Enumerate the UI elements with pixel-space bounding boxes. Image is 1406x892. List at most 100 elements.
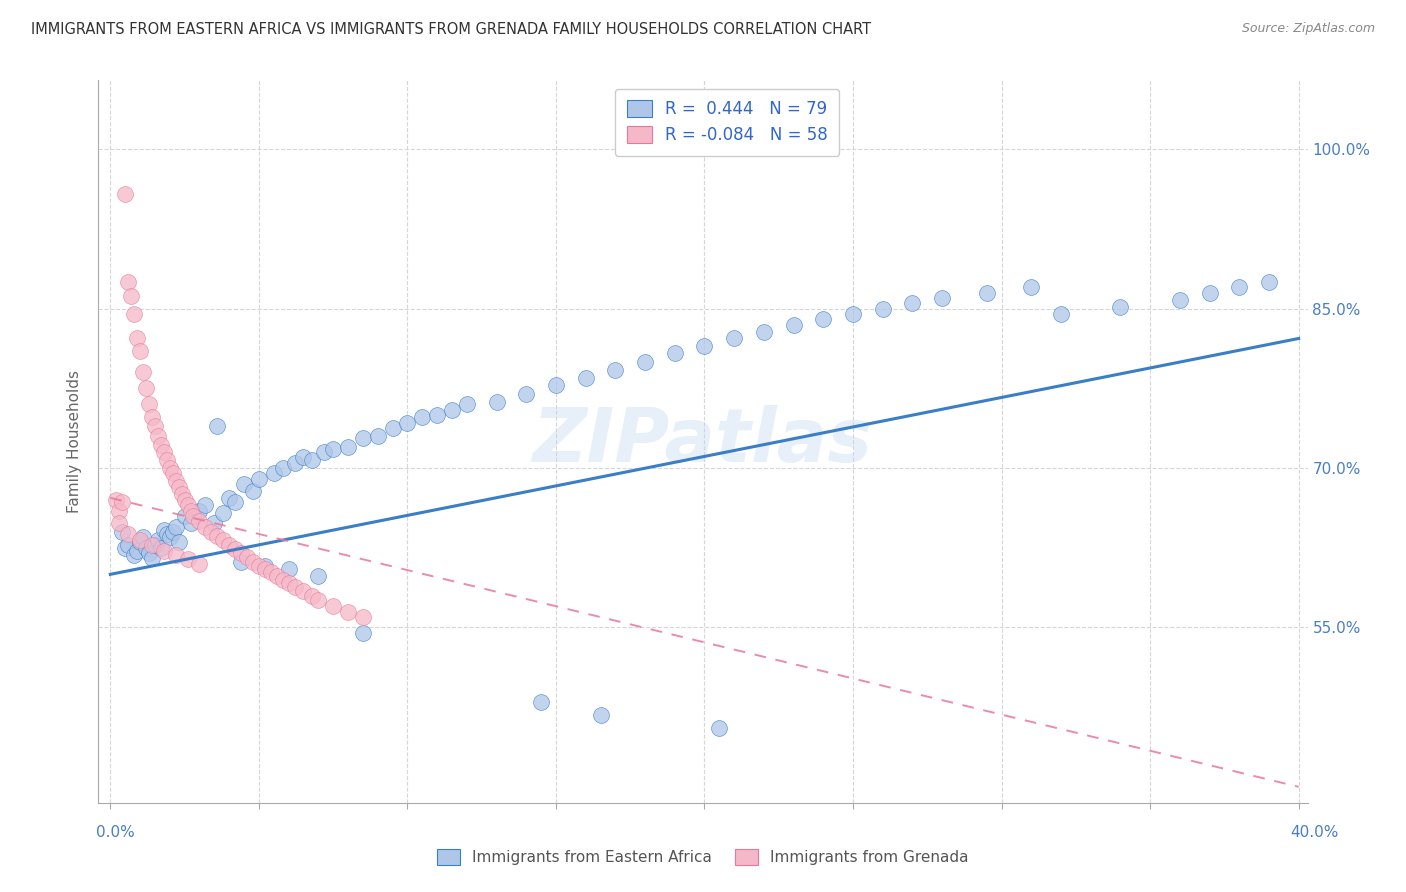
Point: [544, 378, 567, 392]
Point: [367, 429, 389, 443]
Point: [176, 552, 198, 566]
Point: [253, 562, 276, 576]
Point: [141, 538, 163, 552]
Point: [207, 418, 229, 433]
Point: [132, 366, 155, 380]
Point: [152, 523, 174, 537]
Point: [152, 544, 174, 558]
Point: [162, 524, 184, 539]
Point: [1050, 307, 1073, 321]
Point: [122, 548, 145, 562]
Point: [173, 508, 195, 523]
Point: [872, 301, 894, 316]
Point: [105, 493, 128, 508]
Point: [173, 493, 195, 508]
Point: [236, 550, 259, 565]
Text: IMMIGRANTS FROM EASTERN AFRICA VS IMMIGRANTS FROM GRENADA FAMILY HOUSEHOLDS CORR: IMMIGRANTS FROM EASTERN AFRICA VS IMMIGR…: [31, 22, 872, 37]
Point: [605, 363, 627, 377]
Point: [709, 722, 731, 736]
Point: [693, 339, 716, 353]
Point: [813, 312, 835, 326]
Text: Source: ZipAtlas.com: Source: ZipAtlas.com: [1241, 22, 1375, 36]
Point: [901, 296, 924, 310]
Point: [307, 592, 329, 607]
Point: [212, 506, 235, 520]
Point: [271, 461, 294, 475]
Point: [125, 544, 148, 558]
Point: [194, 498, 217, 512]
Point: [108, 503, 131, 517]
Point: [575, 371, 598, 385]
Point: [149, 438, 172, 452]
Point: [207, 529, 229, 543]
Point: [440, 402, 463, 417]
Point: [1198, 285, 1220, 300]
Point: [352, 431, 374, 445]
Point: [266, 569, 288, 583]
Point: [292, 450, 315, 465]
Point: [381, 421, 404, 435]
Text: 40.0%: 40.0%: [1291, 825, 1339, 840]
Point: [752, 325, 775, 339]
Point: [336, 440, 359, 454]
Point: [159, 461, 181, 475]
Point: [194, 519, 217, 533]
Point: [1168, 293, 1191, 308]
Point: [165, 519, 187, 533]
Point: [307, 569, 329, 583]
Point: [188, 557, 211, 571]
Point: [426, 408, 449, 422]
Point: [247, 472, 270, 486]
Point: [1227, 280, 1250, 294]
Point: [165, 474, 187, 488]
Point: [188, 514, 211, 528]
Point: [283, 580, 305, 594]
Point: [141, 410, 163, 425]
Point: [456, 397, 478, 411]
Point: [314, 445, 336, 459]
Point: [283, 456, 305, 470]
Point: [247, 558, 270, 573]
Legend: Immigrants from Eastern Africa, Immigrants from Grenada: Immigrants from Eastern Africa, Immigran…: [432, 843, 974, 871]
Point: [114, 186, 136, 201]
Point: [530, 695, 553, 709]
Point: [1258, 275, 1281, 289]
Point: [132, 530, 155, 544]
Point: [114, 541, 136, 555]
Point: [485, 395, 508, 409]
Point: [135, 541, 157, 555]
Point: [242, 555, 264, 569]
Point: [976, 285, 998, 300]
Point: [229, 555, 252, 569]
Point: [143, 418, 166, 433]
Y-axis label: Family Households: Family Households: [67, 370, 83, 513]
Point: [218, 491, 240, 505]
Point: [589, 707, 612, 722]
Point: [277, 575, 299, 590]
Point: [336, 605, 359, 619]
Point: [129, 535, 152, 549]
Point: [782, 318, 804, 332]
Point: [117, 275, 139, 289]
Point: [152, 445, 174, 459]
Point: [229, 546, 252, 560]
Point: [138, 397, 160, 411]
Point: [931, 291, 953, 305]
Point: [664, 346, 686, 360]
Point: [277, 562, 299, 576]
Point: [183, 508, 205, 523]
Point: [260, 566, 283, 580]
Point: [180, 516, 202, 531]
Point: [634, 355, 657, 369]
Point: [200, 524, 222, 539]
Point: [515, 386, 537, 401]
Point: [352, 625, 374, 640]
Point: [122, 307, 145, 321]
Point: [176, 498, 198, 512]
Point: [170, 486, 193, 500]
Point: [156, 452, 179, 467]
Point: [301, 452, 323, 467]
Point: [146, 533, 169, 548]
Point: [396, 417, 419, 431]
Point: [129, 533, 152, 548]
